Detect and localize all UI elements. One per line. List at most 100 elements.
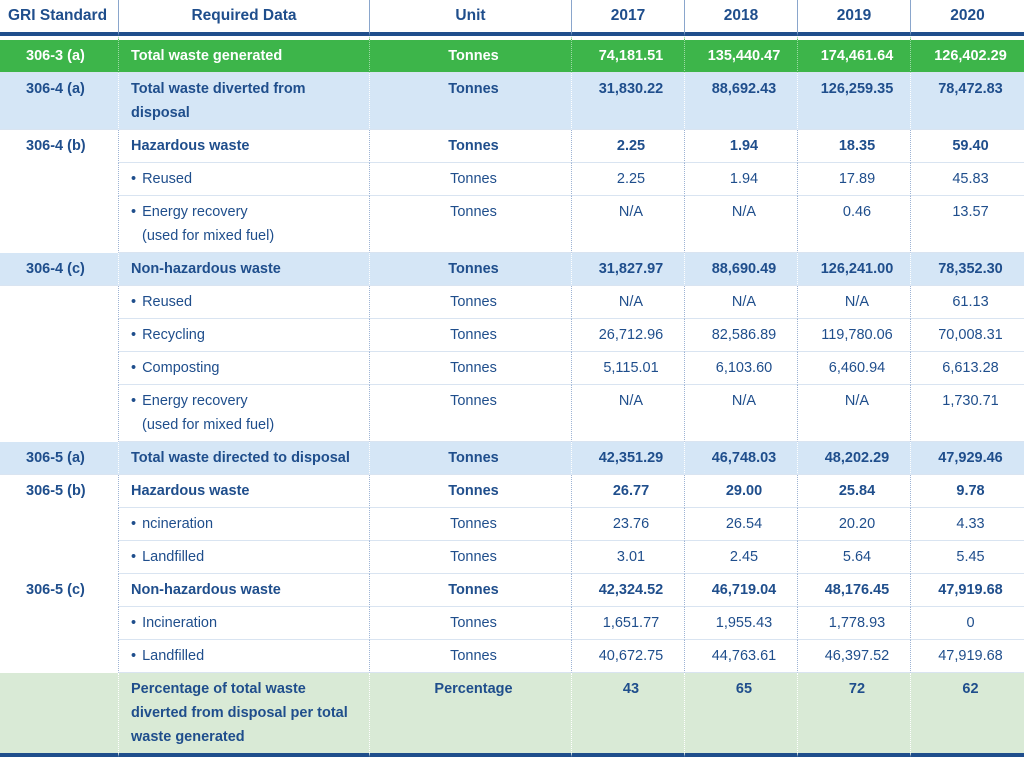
unit-cell: Tonnes [369, 352, 571, 385]
required-data-label: Hazardous waste [118, 130, 369, 163]
value-2020: 9.78 [910, 475, 1024, 508]
value-2020: 13.57 [910, 196, 1024, 253]
table-row: • Incineration Tonnes 1,651.77 1,955.43 1… [0, 607, 1024, 640]
value-2018: 88,690.49 [684, 253, 797, 286]
value-2019: 5.64 [797, 541, 910, 574]
value-2017: 74,181.51 [571, 36, 684, 73]
header-required-data: Required Data [118, 0, 369, 36]
gri-code: 306-4 (b) [26, 138, 86, 154]
bullet: • [131, 615, 137, 631]
bullet: • [131, 516, 137, 532]
value-2017: 23.76 [571, 508, 684, 541]
table-row: 306-5 (a) Total waste directed to dispos… [0, 442, 1024, 475]
value-2017: N/A [571, 385, 684, 442]
unit-cell: Tonnes [369, 541, 571, 574]
value-2020: 1,730.71 [910, 385, 1024, 442]
unit-cell: Tonnes [369, 607, 571, 640]
value-2017: 2.25 [571, 163, 684, 196]
value-2019: 174,461.64 [797, 36, 910, 73]
table-row: 306-3 (a) Total waste generated Tonnes 7… [0, 36, 1024, 73]
bullet: • [131, 327, 137, 343]
value-2020: 70,008.31 [910, 319, 1024, 352]
label-text: ncineration [142, 516, 214, 532]
value-2017: 42,324.52 [571, 574, 684, 607]
gri-code [0, 673, 118, 757]
value-2017: 43 [571, 673, 684, 757]
bullet: • [131, 171, 137, 187]
required-data-label: Total waste directed to disposal [118, 442, 369, 475]
required-data-label: Non-hazardous waste [118, 253, 369, 286]
value-2019: N/A [797, 385, 910, 442]
value-2018: 1.94 [684, 163, 797, 196]
value-2019: 1,778.93 [797, 607, 910, 640]
header-year-2018: 2018 [684, 0, 797, 36]
unit-cell: Tonnes [369, 286, 571, 319]
label-text: Incineration [142, 615, 218, 631]
value-2019: 126,241.00 [797, 253, 910, 286]
table-row: • Landfilled Tonnes 40,672.75 44,763.61 4… [0, 640, 1024, 673]
gri-code [0, 385, 118, 442]
unit-cell: Tonnes [369, 253, 571, 286]
required-data-label: • Landfilled [118, 541, 369, 574]
table-row: • Reused Tonnes 2.25 1.94 17.89 45.83 [0, 163, 1024, 196]
value-2018: 65 [684, 673, 797, 757]
value-2020: 61.13 [910, 286, 1024, 319]
header-year-2019: 2019 [797, 0, 910, 36]
bullet: • [131, 294, 137, 310]
value-2019: 72 [797, 673, 910, 757]
gri-code: 306-5 (b) [26, 483, 86, 499]
label-subtext: (used for mixed fuel) [142, 417, 275, 433]
value-2019: 126,259.35 [797, 73, 910, 130]
value-2020: 47,929.46 [910, 442, 1024, 475]
unit-cell: Tonnes [369, 36, 571, 73]
unit-cell: Tonnes [369, 475, 571, 508]
unit-cell: Tonnes [369, 385, 571, 442]
required-data-label: • Composting [118, 352, 369, 385]
value-2017: 1,651.77 [571, 607, 684, 640]
table-row: • Reused Tonnes N/A N/A N/A 61.13 [0, 286, 1024, 319]
value-2018: 82,586.89 [684, 319, 797, 352]
value-2017: N/A [571, 286, 684, 319]
value-2018: 46,719.04 [684, 574, 797, 607]
value-2018: 1.94 [684, 130, 797, 163]
table-row: 306-4 (b) Hazardous waste Tonnes 2.25 1.… [0, 130, 1024, 163]
bullet: • [131, 549, 137, 565]
unit-cell: Tonnes [369, 640, 571, 673]
value-2018: N/A [684, 286, 797, 319]
value-2019: 46,397.52 [797, 640, 910, 673]
value-2018: 44,763.61 [684, 640, 797, 673]
value-2017: 2.25 [571, 130, 684, 163]
required-data-label: • Reused [118, 286, 369, 319]
value-2017: 5,115.01 [571, 352, 684, 385]
gri-code: 306-5 (c) [26, 582, 85, 598]
table-row: 306-5 (b) Hazardous waste Tonnes 26.77 2… [0, 475, 1024, 508]
label-text: Reused [142, 171, 193, 187]
unit-cell: Percentage [369, 673, 571, 757]
value-2020: 62 [910, 673, 1024, 757]
value-2017: N/A [571, 196, 684, 253]
value-2020: 4.33 [910, 508, 1024, 541]
gri-code [0, 196, 118, 253]
table-row: • Recycling Tonnes 26,712.96 82,586.89 11… [0, 319, 1024, 352]
header-year-2017: 2017 [571, 0, 684, 36]
gri-code [0, 541, 118, 574]
value-2020: 0 [910, 607, 1024, 640]
value-2017: 26.77 [571, 475, 684, 508]
unit-cell: Tonnes [369, 574, 571, 607]
table-row: • Landfilled Tonnes 3.01 2.45 5.64 5.45 [0, 541, 1024, 574]
value-2019: 48,176.45 [797, 574, 910, 607]
gri-code [0, 319, 118, 352]
unit-cell: Tonnes [369, 73, 571, 130]
required-data-label: • ncineration [118, 508, 369, 541]
value-2019: 48,202.29 [797, 442, 910, 475]
unit-cell: Tonnes [369, 508, 571, 541]
label-text: Landfilled [142, 549, 205, 565]
required-data-label: • Landfilled [118, 640, 369, 673]
unit-cell: Tonnes [369, 196, 571, 253]
gri-code [0, 163, 118, 196]
required-data-label: Percentage of total waste diverted from … [118, 673, 369, 757]
value-2019: 20.20 [797, 508, 910, 541]
header-gri-standard: GRI Standard [0, 0, 118, 36]
table-row: Percentage of total waste diverted from … [0, 673, 1024, 757]
value-2017: 26,712.96 [571, 319, 684, 352]
